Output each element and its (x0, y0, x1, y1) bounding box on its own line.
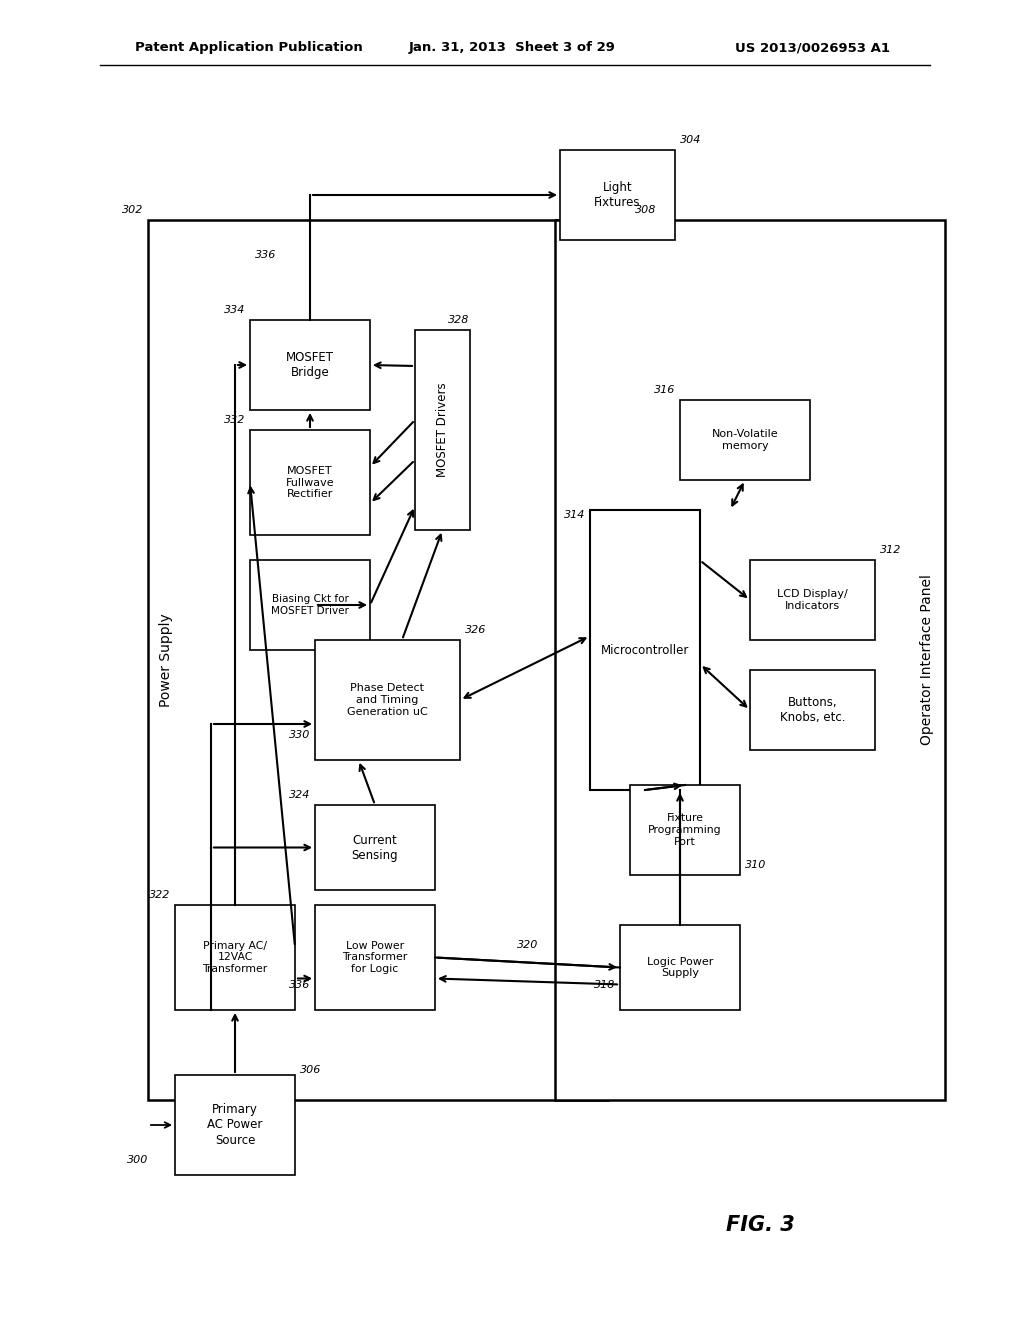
Text: Operator Interface Panel: Operator Interface Panel (920, 574, 934, 746)
Text: Primary AC/
12VAC
Transformer: Primary AC/ 12VAC Transformer (203, 941, 267, 974)
Text: MOSFET
Bridge: MOSFET Bridge (286, 351, 334, 379)
Text: 320: 320 (517, 940, 539, 949)
Text: Microcontroller: Microcontroller (601, 644, 689, 656)
Text: Non-Volatile
memory: Non-Volatile memory (712, 429, 778, 451)
Text: Patent Application Publication: Patent Application Publication (135, 41, 362, 54)
Text: Light
Fixtures: Light Fixtures (594, 181, 641, 209)
Text: Current
Sensing: Current Sensing (351, 833, 398, 862)
Text: Power Supply: Power Supply (159, 612, 173, 708)
Bar (750, 671, 874, 750)
Text: 304: 304 (680, 135, 701, 145)
Bar (175, 1074, 295, 1175)
Text: 300: 300 (127, 1155, 148, 1166)
Text: 324: 324 (289, 789, 310, 800)
Bar (315, 906, 435, 1010)
Text: 326: 326 (465, 624, 486, 635)
Bar (250, 430, 370, 535)
Bar (620, 925, 740, 1010)
Text: MOSFET Drivers: MOSFET Drivers (436, 383, 449, 478)
Text: 306: 306 (300, 1065, 322, 1074)
Bar (555, 220, 945, 1100)
Text: 316: 316 (653, 385, 675, 395)
Text: 302: 302 (122, 205, 143, 215)
Bar (315, 640, 460, 760)
Text: 330: 330 (289, 730, 310, 741)
Text: Fixture
Programming
Port: Fixture Programming Port (648, 813, 722, 846)
Text: Low Power
Transformer
for Logic: Low Power Transformer for Logic (342, 941, 408, 974)
Text: 318: 318 (594, 979, 615, 990)
Text: LCD Display/
Indicators: LCD Display/ Indicators (777, 589, 848, 611)
Text: US 2013/0026953 A1: US 2013/0026953 A1 (735, 41, 890, 54)
Text: Biasing Ckt for
MOSFET Driver: Biasing Ckt for MOSFET Driver (271, 594, 349, 616)
Bar (750, 560, 874, 640)
Bar (560, 150, 675, 240)
Text: 334: 334 (223, 305, 245, 315)
Bar (250, 319, 370, 411)
Bar (315, 805, 435, 890)
Text: Buttons,
Knobs, etc.: Buttons, Knobs, etc. (779, 696, 845, 723)
Text: 332: 332 (223, 414, 245, 425)
Text: 310: 310 (745, 861, 766, 870)
Text: Primary
AC Power
Source: Primary AC Power Source (207, 1104, 263, 1147)
Text: 308: 308 (635, 205, 656, 215)
Bar (148, 220, 608, 1100)
Bar (250, 560, 370, 649)
Text: Jan. 31, 2013  Sheet 3 of 29: Jan. 31, 2013 Sheet 3 of 29 (409, 41, 615, 54)
Bar (415, 330, 470, 531)
Bar (680, 400, 810, 480)
Text: 336: 336 (289, 979, 310, 990)
Text: 314: 314 (563, 510, 585, 520)
Text: FIG. 3: FIG. 3 (726, 1214, 795, 1236)
Text: Logic Power
Supply: Logic Power Supply (647, 957, 713, 978)
Text: 328: 328 (447, 315, 469, 325)
Bar (630, 785, 740, 875)
Text: MOSFET
Fullwave
Rectifier: MOSFET Fullwave Rectifier (286, 466, 334, 499)
Bar (175, 906, 295, 1010)
Text: 322: 322 (148, 890, 170, 900)
Text: 312: 312 (880, 545, 901, 554)
Bar (590, 510, 700, 789)
Text: Phase Detect
and Timing
Generation uC: Phase Detect and Timing Generation uC (347, 684, 428, 717)
Text: 336: 336 (255, 249, 276, 260)
